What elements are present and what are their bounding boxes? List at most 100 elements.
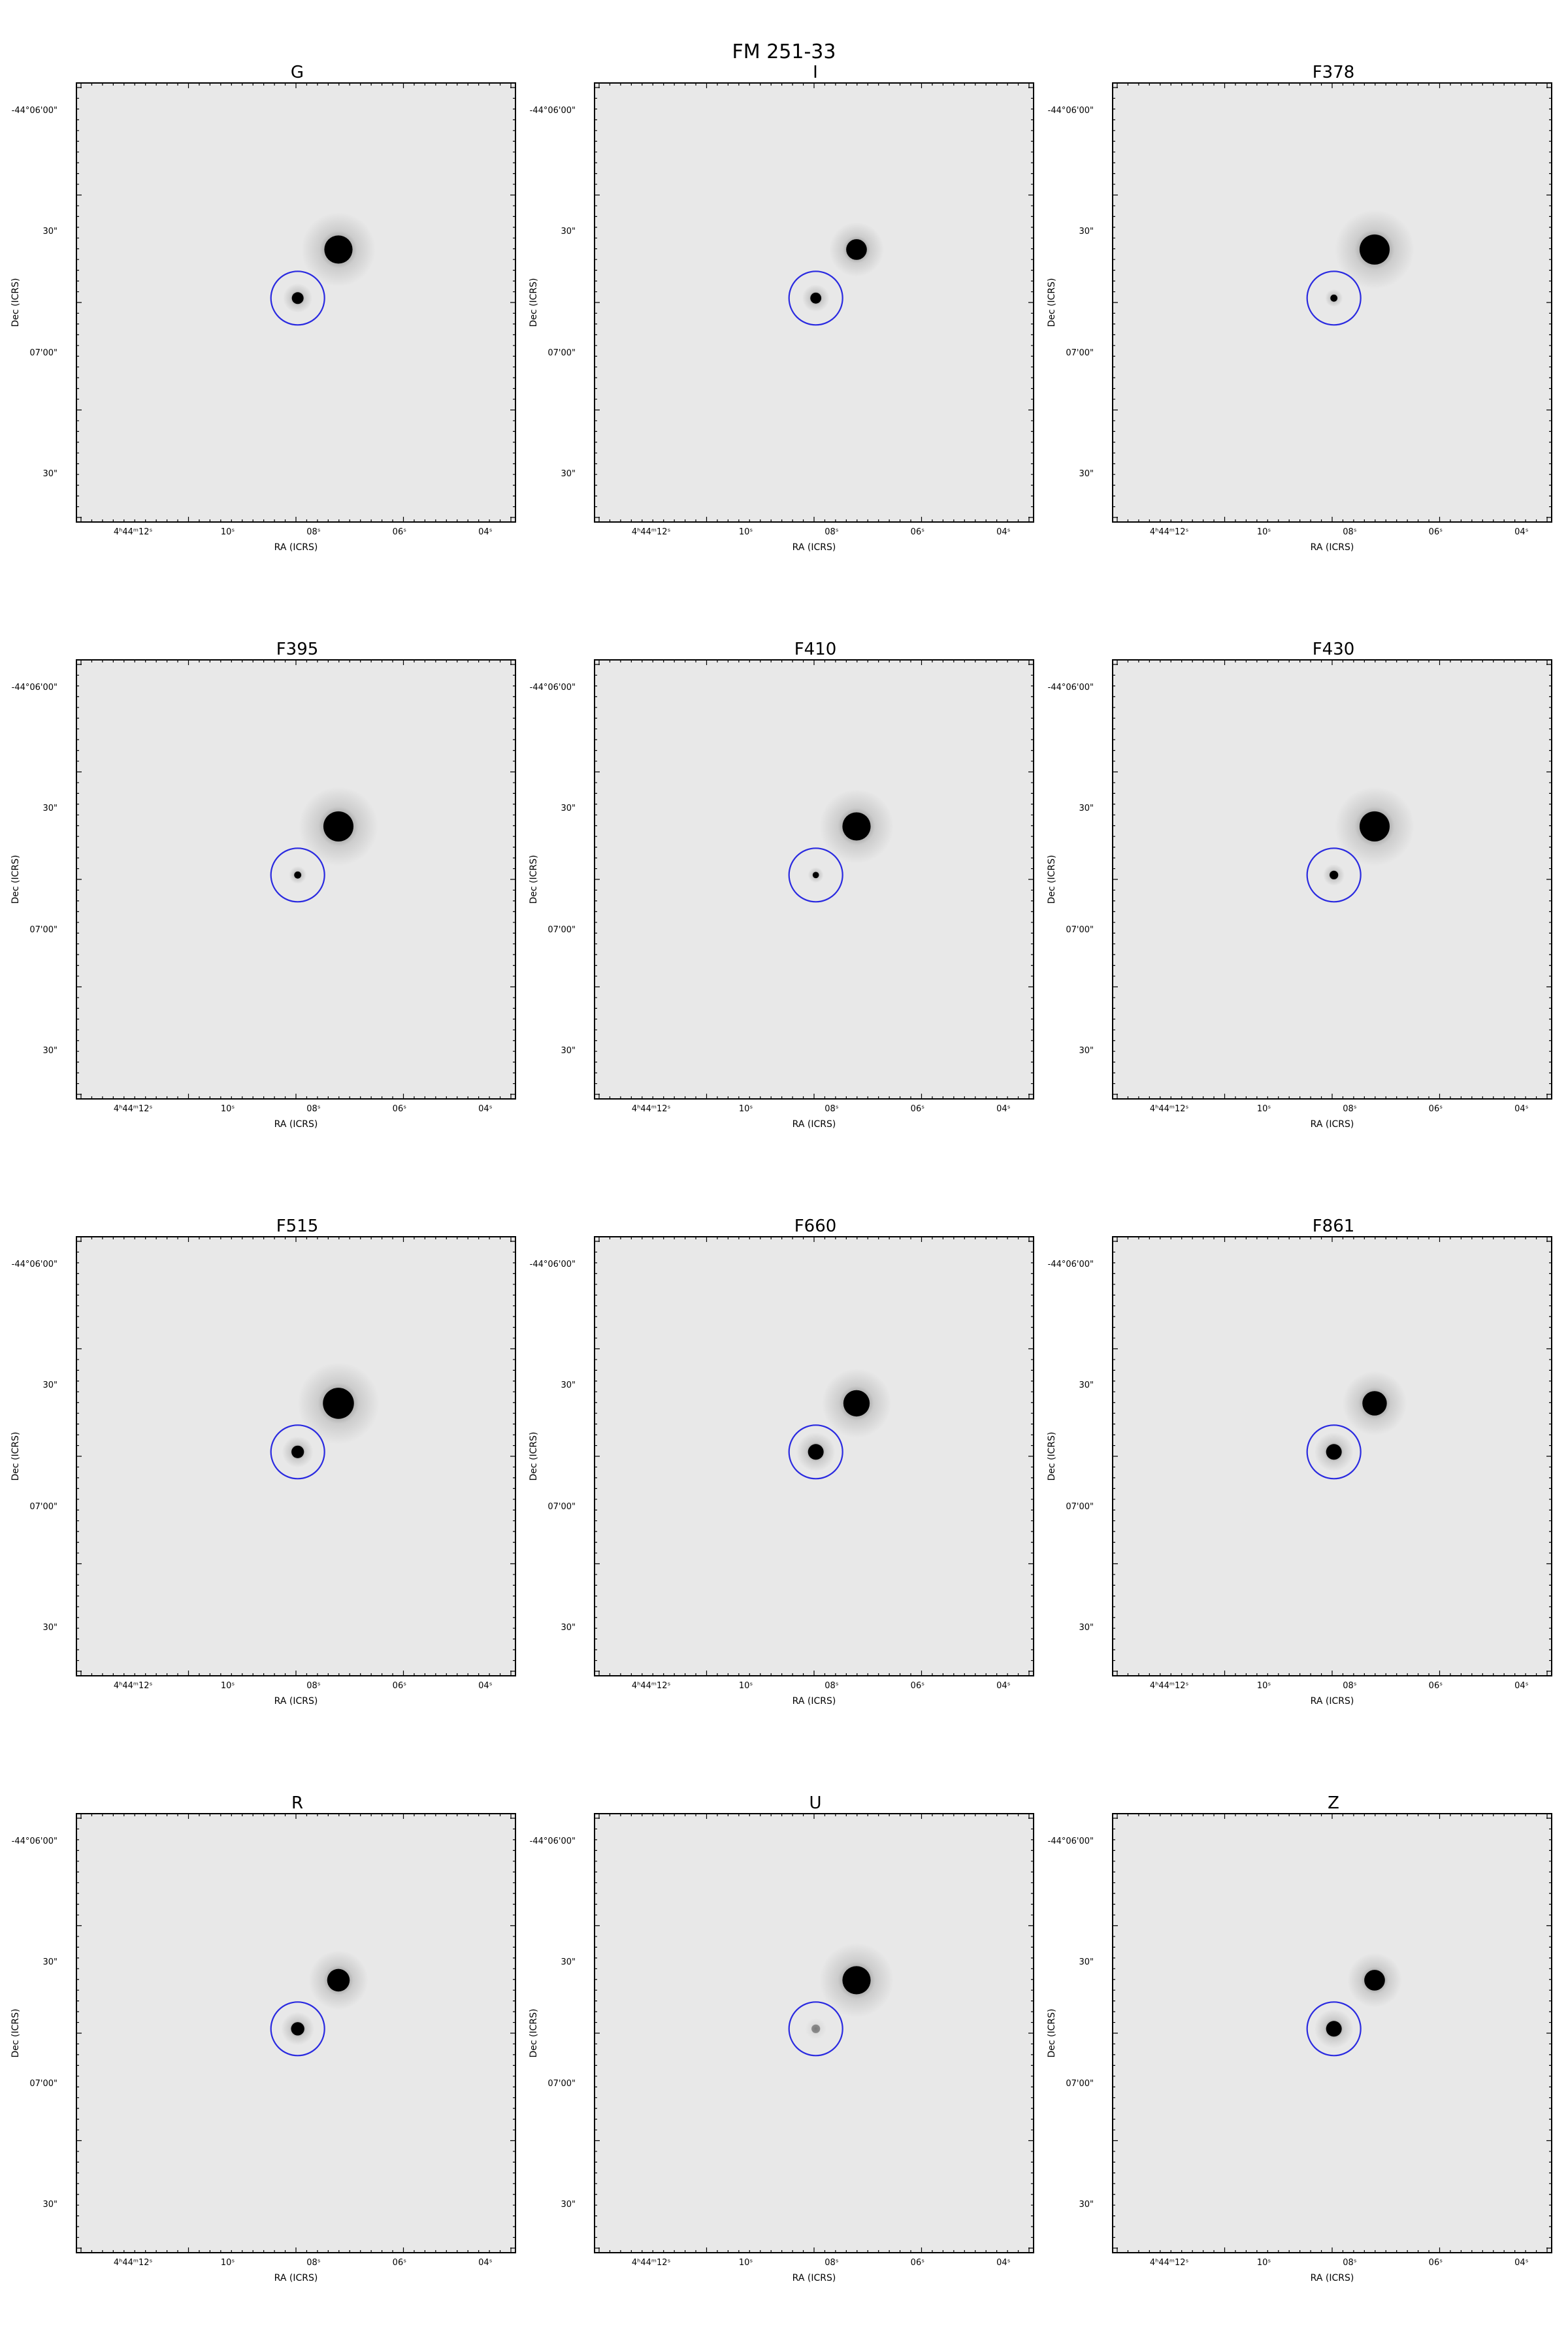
dec-tick-label: 07'00" [1066, 924, 1094, 935]
dec-tick-label: 30" [561, 1957, 576, 1968]
panel-f430: F430 -44°06'00" 30" 07'00" 30" 4ʰ44ᵐ12ˢ 10ˢ 08ˢ… [1036, 602, 1552, 1151]
ra-tick-label: 4ʰ44ᵐ12ˢ [1149, 1104, 1189, 1114]
cutout-image [76, 659, 516, 1100]
y-axis-title: Dec (ICRS) [529, 2008, 539, 2058]
x-axis-title: RA (ICRS) [1310, 1696, 1354, 1707]
ra-tick-label: 08ˢ [306, 2258, 321, 2268]
ra-tick-label: 08ˢ [825, 1104, 839, 1114]
cutout-image [594, 1813, 1034, 2253]
y-axis-title: Dec (ICRS) [529, 1431, 539, 1481]
dec-tick-label: -44°06'00" [529, 105, 576, 116]
dec-tick-label: 07'00" [547, 1501, 576, 1512]
ra-tick-label: 10ˢ [738, 2258, 753, 2268]
dec-tick-label: -44°06'00" [1047, 1259, 1094, 1269]
neighbor-star [1364, 1970, 1385, 1991]
dec-tick-label: 30" [1079, 1957, 1094, 1968]
ra-tick-label: 4ʰ44ᵐ12ˢ [631, 1104, 671, 1114]
ra-tick-label: 10ˢ [1256, 2258, 1271, 2268]
panel-i: I -44°06'00" 30" 07'00" 30" 4ʰ44ᵐ12ˢ 10ˢ 08ˢ 06ˢ… [518, 25, 1034, 574]
dec-tick-label: -44°06'00" [1047, 682, 1094, 693]
dec-tick-label: 30" [561, 1045, 576, 1056]
dec-tick-label: 30" [561, 804, 576, 814]
dec-tick-label: 30" [1079, 804, 1094, 814]
ra-tick-label: 04ˢ [1514, 1104, 1529, 1114]
target-star [294, 871, 302, 879]
target-star [291, 2022, 304, 2036]
neighbor-star [324, 235, 353, 264]
cutout-image [76, 1236, 516, 1676]
ra-tick-label: 4ʰ44ᵐ12ˢ [113, 2258, 153, 2268]
cutout-image [594, 659, 1034, 1100]
cutout-image [1112, 1813, 1552, 2253]
y-axis-title: Dec (ICRS) [1047, 1431, 1057, 1481]
panel-title: F410 [794, 640, 837, 659]
ra-tick-label: 04ˢ [478, 2258, 493, 2268]
x-axis-title: RA (ICRS) [1310, 1119, 1354, 1130]
panel-title: F395 [276, 640, 319, 659]
dec-tick-label: 30" [42, 2199, 57, 2210]
dec-tick-label: 30" [1079, 468, 1094, 479]
neighbor-star [323, 811, 354, 841]
target-star [811, 2024, 821, 2033]
ra-tick-label: 4ʰ44ᵐ12ˢ [113, 1104, 153, 1114]
ra-tick-label: 06ˢ [1428, 1104, 1443, 1114]
y-axis-title: Dec (ICRS) [529, 278, 539, 327]
ra-tick-label: 10ˢ [1256, 1681, 1271, 1691]
ra-tick-label: 08ˢ [1343, 527, 1357, 537]
ra-tick-label: 10ˢ [220, 1104, 235, 1114]
ra-tick-label: 08ˢ [1343, 1104, 1357, 1114]
neighbor-star [1362, 1391, 1387, 1416]
x-axis-title: RA (ICRS) [1310, 2273, 1354, 2283]
panel-title: G [290, 63, 304, 82]
dec-tick-label: 30" [42, 804, 57, 814]
panel-r: R -44°06'00" 30" 07'00" 30" 4ʰ44ᵐ12ˢ 10ˢ 08ˢ 06ˢ… [0, 1756, 516, 2304]
y-axis-title: Dec (ICRS) [10, 1431, 21, 1481]
ra-tick-label: 06ˢ [392, 527, 407, 537]
ra-tick-label: 06ˢ [910, 1104, 925, 1114]
ra-tick-label: 08ˢ [1343, 2258, 1357, 2268]
ra-tick-label: 10ˢ [738, 1681, 753, 1691]
ra-tick-label: 06ˢ [392, 2258, 407, 2268]
ra-tick-label: 04ˢ [1514, 2258, 1529, 2268]
target-star [1330, 870, 1339, 879]
y-axis-title: Dec (ICRS) [1047, 2008, 1057, 2058]
panel-title: F861 [1312, 1217, 1355, 1236]
x-axis-title: RA (ICRS) [1310, 542, 1354, 553]
ra-tick-label: 08ˢ [306, 1104, 321, 1114]
dec-tick-label: 30" [42, 1957, 57, 1968]
ra-tick-label: 06ˢ [1428, 1681, 1443, 1691]
x-axis-title: RA (ICRS) [274, 1119, 318, 1130]
dec-tick-label: -44°06'00" [11, 682, 57, 693]
dec-tick-label: 30" [561, 1380, 576, 1391]
dec-tick-label: 30" [561, 227, 576, 237]
dec-tick-label: 30" [42, 1045, 57, 1056]
panel-f660: F660 -44°06'00" 30" 07'00" 30" 4ʰ44ᵐ12ˢ 10ˢ 08ˢ… [518, 1179, 1034, 1727]
ra-tick-label: 04ˢ [1514, 1681, 1529, 1691]
dec-tick-label: -44°06'00" [1047, 1836, 1094, 1846]
x-axis-title: RA (ICRS) [274, 542, 318, 553]
panel-title: I [813, 63, 818, 82]
ra-tick-label: 04ˢ [996, 1681, 1011, 1691]
ra-tick-label: 04ˢ [478, 1104, 493, 1114]
dec-tick-label: 07'00" [29, 1501, 57, 1512]
dec-tick-label: -44°06'00" [529, 682, 576, 693]
panel-title: Z [1328, 1793, 1339, 1813]
y-axis-title: Dec (ICRS) [10, 2008, 21, 2058]
neighbor-star [1359, 234, 1390, 265]
ra-tick-label: 04ˢ [996, 527, 1011, 537]
ra-tick-label: 08ˢ [825, 2258, 839, 2268]
ra-tick-label: 08ˢ [825, 527, 839, 537]
ra-tick-label: 06ˢ [392, 1104, 407, 1114]
dec-tick-label: -44°06'00" [529, 1259, 576, 1269]
ra-tick-label: 04ˢ [996, 2258, 1011, 2268]
neighbor-star [843, 1390, 870, 1417]
ra-tick-label: 04ˢ [1514, 527, 1529, 537]
y-axis-title: Dec (ICRS) [529, 855, 539, 904]
ra-tick-label: 4ʰ44ᵐ12ˢ [113, 1681, 153, 1691]
y-axis-title: Dec (ICRS) [10, 855, 21, 904]
dec-tick-label: 07'00" [1066, 348, 1094, 358]
target-star [810, 292, 822, 304]
cutout-image [594, 82, 1034, 523]
ra-tick-label: 4ʰ44ᵐ12ˢ [1149, 527, 1189, 537]
x-axis-title: RA (ICRS) [792, 542, 836, 553]
